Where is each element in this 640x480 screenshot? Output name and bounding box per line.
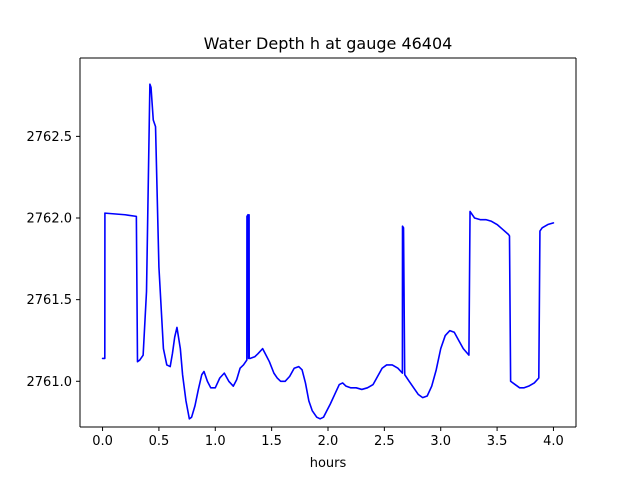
x-tick-label: 1.0 (205, 434, 226, 449)
x-tick-label: 0.0 (92, 434, 113, 449)
x-tick-label: 4.0 (543, 434, 564, 449)
chart-title: Water Depth h at gauge 46404 (204, 34, 453, 53)
y-tick-label: 2761.0 (27, 375, 73, 390)
x-tick-label: 0.5 (149, 434, 170, 449)
series-line-1 (101, 83, 555, 420)
plot-area: 0.0 0.5 1.0 1.5 2.0 2.5 3.0 3.5 4.0 2761.0 2761.5 2… (27, 57, 577, 449)
x-tick-label: 3.5 (487, 434, 508, 449)
y-tick-label: 2762.0 (27, 212, 73, 227)
x-tick-label: 1.5 (261, 434, 282, 449)
y-tick-label: 2762.5 (27, 130, 73, 145)
x-axis-label: hours (310, 456, 347, 471)
x-tick-label: 3.0 (430, 434, 451, 449)
y-tick-label: 2761.5 (27, 293, 73, 308)
x-tick-label: 2.0 (318, 434, 339, 449)
x-tick-label: 2.5 (374, 434, 395, 449)
